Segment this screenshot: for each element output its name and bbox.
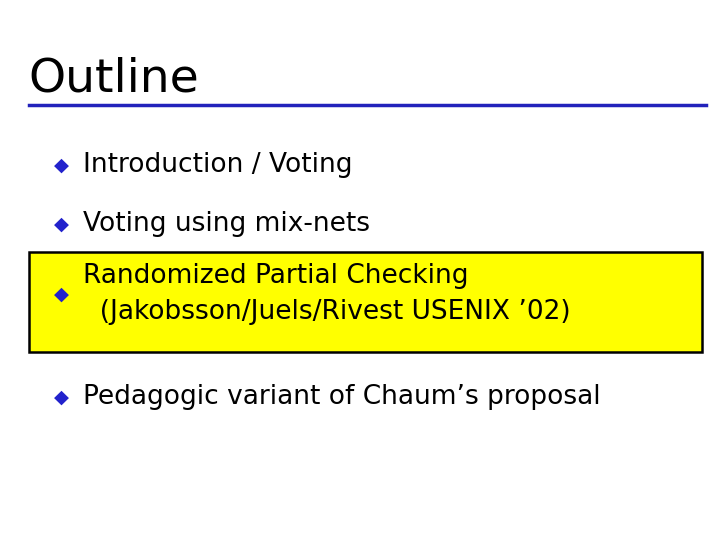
Text: ◆: ◆ — [54, 285, 68, 304]
Text: Pedagogic variant of Chaum’s proposal: Pedagogic variant of Chaum’s proposal — [83, 384, 600, 410]
Text: Outline: Outline — [29, 57, 199, 102]
Text: Voting using mix-nets: Voting using mix-nets — [83, 211, 370, 237]
Text: Introduction / Voting: Introduction / Voting — [83, 152, 352, 178]
Text: ◆: ◆ — [54, 214, 68, 234]
FancyBboxPatch shape — [29, 252, 702, 352]
Text: Randomized Partial Checking
  (Jakobsson/Juels/Rivest USENIX ’02): Randomized Partial Checking (Jakobsson/J… — [83, 264, 570, 325]
Text: ◆: ◆ — [54, 387, 68, 407]
Text: ◆: ◆ — [54, 155, 68, 174]
